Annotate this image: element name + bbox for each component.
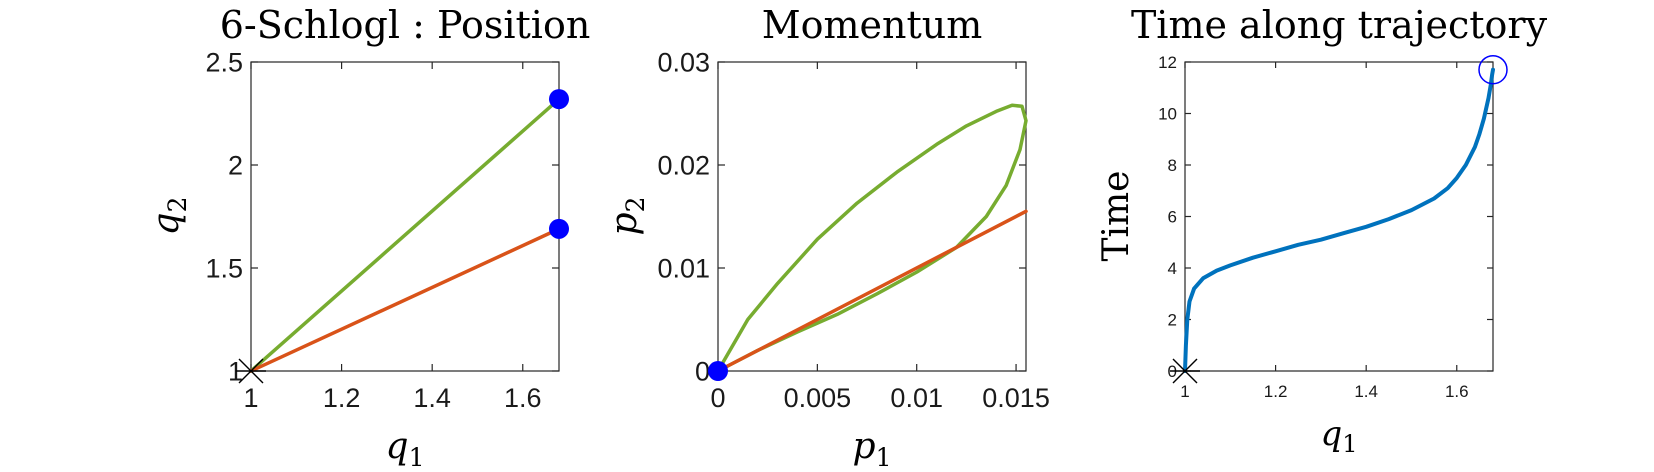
momentum-series bbox=[716, 103, 1028, 373]
momentum-xtick-label: 0.01 bbox=[890, 383, 943, 413]
time-xlabel: q1 bbox=[1320, 414, 1357, 458]
position-ytick-label: 2 bbox=[228, 151, 243, 181]
time-endpoint-marker bbox=[1478, 54, 1508, 85]
momentum-ticks: 0 0.005 0.01 0.015 0 0.01 0.02 0.03 bbox=[657, 48, 1049, 413]
momentum-endpoint-marker bbox=[708, 361, 728, 381]
momentum-markers bbox=[708, 361, 728, 381]
time-title: Time along trajectory bbox=[1131, 3, 1548, 47]
position-start-marker bbox=[236, 358, 266, 384]
momentum-series-line-1 bbox=[716, 103, 1028, 373]
position-xtick-label: 1 bbox=[243, 383, 258, 413]
momentum-xtick-label: 0.005 bbox=[784, 383, 852, 413]
position-xtick-label: 1.4 bbox=[413, 383, 451, 413]
momentum-xlabel: p1 bbox=[853, 426, 892, 472]
time-ylabel: Time bbox=[1096, 171, 1137, 262]
momentum-xtick-label: 0 bbox=[710, 383, 725, 413]
time-xtick-label: 1 bbox=[1180, 382, 1189, 401]
position-series-line-2 bbox=[249, 227, 561, 373]
time-ytick-label: 6 bbox=[1168, 208, 1177, 227]
momentum-title: Momentum bbox=[762, 3, 983, 47]
position-xtick-label: 1.2 bbox=[323, 383, 361, 413]
time-markers bbox=[1170, 54, 1508, 384]
position-series-line-1 bbox=[249, 97, 561, 373]
momentum-ylabel: p2 bbox=[604, 197, 650, 236]
position-ytick-label: 1.5 bbox=[205, 254, 243, 284]
time-xtick-label: 1.6 bbox=[1445, 382, 1469, 401]
time-ytick-label: 2 bbox=[1168, 311, 1177, 330]
time-xtick-label: 1.4 bbox=[1354, 382, 1378, 401]
position-markers bbox=[236, 89, 569, 384]
momentum-ytick-label: 0 bbox=[695, 357, 710, 387]
position-endpoint-marker bbox=[549, 89, 569, 110]
time-ytick-label: 8 bbox=[1168, 156, 1177, 175]
time-ytick-label: 10 bbox=[1158, 105, 1177, 124]
time-start-marker bbox=[1170, 358, 1200, 384]
time-series bbox=[1183, 67, 1495, 373]
time-plot-frame bbox=[1184, 61, 1494, 372]
momentum-plot-frame bbox=[717, 61, 1027, 372]
position-ytick-label: 1 bbox=[228, 357, 243, 387]
time-series-line-1 bbox=[1183, 67, 1495, 373]
position-title: 6-Schlogl : Position bbox=[220, 3, 591, 47]
time-xtick-label: 1.2 bbox=[1264, 382, 1288, 401]
time-ytick-label: 4 bbox=[1168, 259, 1177, 278]
position-endpoint-marker bbox=[549, 218, 569, 239]
position-xlabel: q1 bbox=[386, 426, 425, 472]
position-plot-frame bbox=[250, 61, 560, 372]
position-xtick-label: 1.6 bbox=[504, 383, 542, 413]
momentum-ytick-label: 0.01 bbox=[657, 254, 710, 284]
position-panel: 6-Schlogl : Position 1 1.2 1.4 1.611.522.5 … bbox=[146, 3, 590, 472]
momentum-panel: Momentum 0 0.005 0.01 0.015 0 0.01 0.02 0.03 p1… bbox=[604, 3, 1050, 472]
time-ticks: 11.21.41.6024681012 bbox=[1158, 53, 1493, 401]
position-ytick-label: 2.5 bbox=[205, 48, 243, 78]
time-panel: Time along trajectory 11.21.41.602468101… bbox=[1096, 3, 1548, 458]
position-ticks: 1 1.2 1.4 1.6 1 1.5 2 2.5 bbox=[205, 48, 559, 413]
momentum-xtick-label: 0.015 bbox=[982, 383, 1050, 413]
momentum-ytick-label: 0.03 bbox=[657, 48, 710, 78]
time-ytick-label: 12 bbox=[1158, 53, 1177, 72]
position-series bbox=[249, 97, 561, 373]
momentum-ytick-label: 0.02 bbox=[657, 151, 710, 181]
position-ylabel: q2 bbox=[146, 197, 192, 236]
momentum-series-line-2 bbox=[716, 209, 1028, 373]
